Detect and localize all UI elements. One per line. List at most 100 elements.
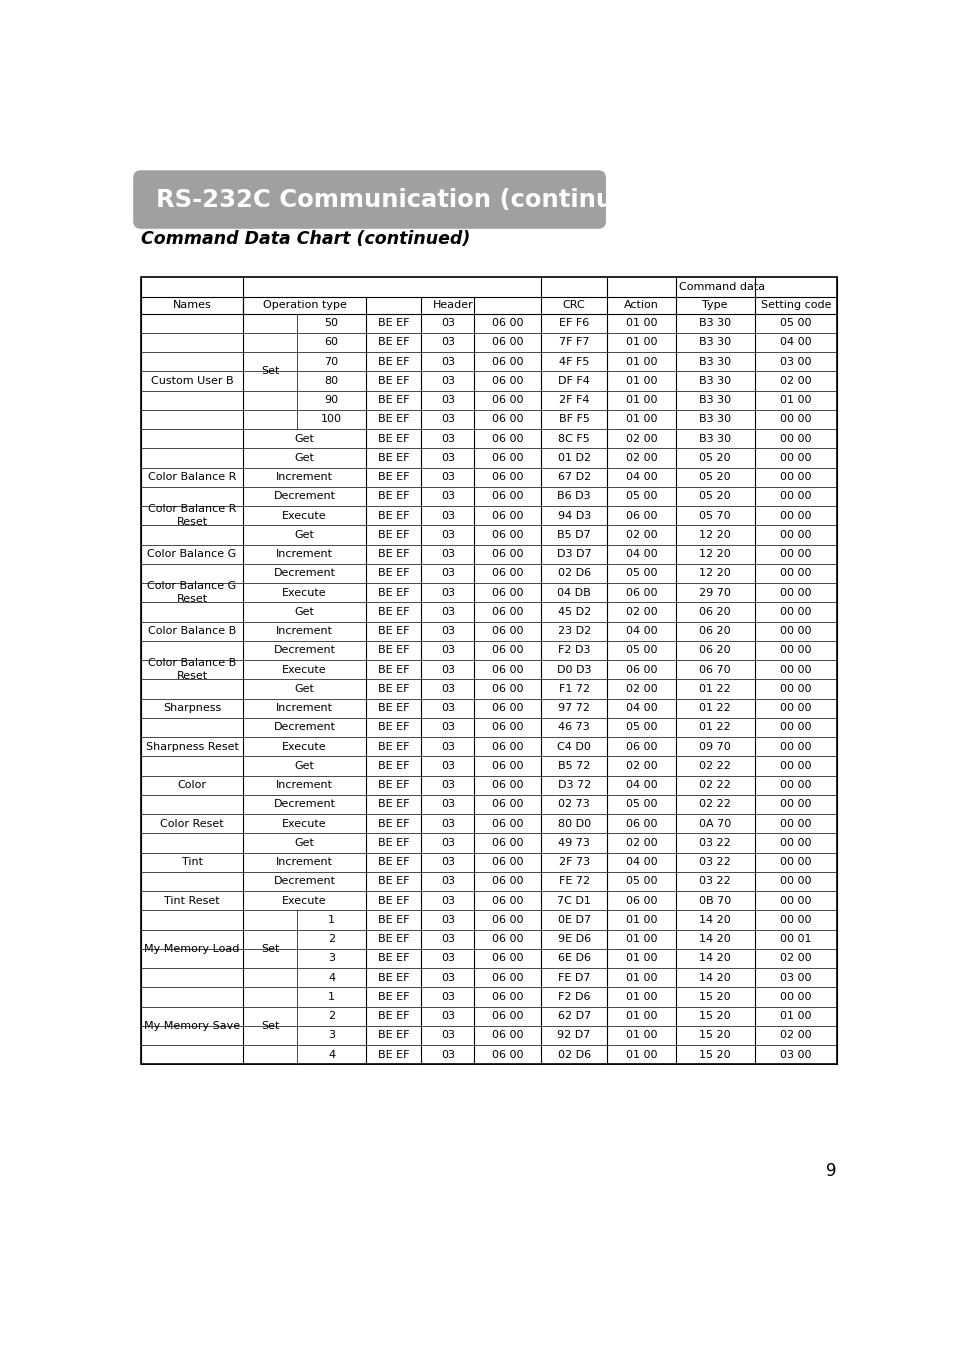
Text: 00 01: 00 01: [780, 934, 811, 944]
Text: 06 00: 06 00: [491, 703, 523, 713]
Text: F2 D6: F2 D6: [558, 992, 590, 1001]
Text: 00 00: 00 00: [780, 665, 811, 675]
Text: 12 20: 12 20: [699, 530, 730, 539]
Bar: [141, 276, 836, 1064]
Text: FE D7: FE D7: [558, 973, 590, 982]
Text: BE EF: BE EF: [377, 973, 409, 982]
Text: B3 30: B3 30: [699, 337, 731, 347]
Text: 06 00: 06 00: [491, 992, 523, 1001]
Text: CRC: CRC: [562, 299, 585, 310]
Text: Increment: Increment: [275, 626, 333, 635]
Text: 05 00: 05 00: [625, 645, 657, 656]
Text: 8C F5: 8C F5: [558, 434, 590, 443]
Text: Names: Names: [172, 299, 212, 310]
Text: 03: 03: [440, 472, 455, 482]
Text: 0A 70: 0A 70: [699, 818, 731, 829]
Text: 03: 03: [440, 665, 455, 675]
Text: Color Reset: Color Reset: [160, 818, 224, 829]
Text: 06 00: 06 00: [491, 973, 523, 982]
Text: 06 00: 06 00: [491, 915, 523, 925]
Text: 02 D6: 02 D6: [557, 1050, 590, 1060]
Text: 00 00: 00 00: [780, 472, 811, 482]
Text: 03 00: 03 00: [780, 1050, 811, 1060]
Text: BE EF: BE EF: [377, 896, 409, 905]
Text: 03: 03: [440, 1011, 455, 1022]
Text: 03: 03: [440, 837, 455, 848]
Text: 01 00: 01 00: [625, 318, 657, 328]
Text: 06 00: 06 00: [491, 684, 523, 694]
Text: 03: 03: [440, 511, 455, 520]
Text: 03: 03: [440, 722, 455, 733]
Text: 3: 3: [328, 1030, 335, 1041]
Text: 06 00: 06 00: [491, 837, 523, 848]
Text: 03 00: 03 00: [780, 973, 811, 982]
Text: B3 30: B3 30: [699, 375, 731, 386]
Text: 02 00: 02 00: [625, 762, 657, 771]
Text: 00 00: 00 00: [780, 703, 811, 713]
Text: Execute: Execute: [282, 588, 327, 598]
Text: BE EF: BE EF: [377, 568, 409, 579]
Text: 01 00: 01 00: [625, 915, 657, 925]
Text: 03: 03: [440, 356, 455, 367]
Text: 62 D7: 62 D7: [557, 1011, 590, 1022]
Text: BE EF: BE EF: [377, 915, 409, 925]
Text: 06 00: 06 00: [491, 318, 523, 328]
Text: BE EF: BE EF: [377, 1050, 409, 1060]
Text: BE EF: BE EF: [377, 626, 409, 635]
Text: 4: 4: [328, 1050, 335, 1060]
Text: 03 22: 03 22: [699, 837, 730, 848]
Text: 00 00: 00 00: [780, 992, 811, 1001]
Text: 03: 03: [440, 607, 455, 617]
Text: 00 00: 00 00: [780, 762, 811, 771]
Text: 06 00: 06 00: [491, 780, 523, 790]
Text: 05 70: 05 70: [699, 511, 730, 520]
Text: Command data: Command data: [679, 282, 764, 291]
Text: 06 00: 06 00: [491, 626, 523, 635]
Text: 03: 03: [440, 626, 455, 635]
Text: 14 20: 14 20: [699, 954, 730, 963]
Text: BE EF: BE EF: [377, 703, 409, 713]
Text: 03: 03: [440, 896, 455, 905]
Text: 06 00: 06 00: [491, 434, 523, 443]
Text: 01 00: 01 00: [625, 934, 657, 944]
Text: 03 22: 03 22: [699, 877, 730, 886]
Text: 06 00: 06 00: [491, 762, 523, 771]
Text: BE EF: BE EF: [377, 434, 409, 443]
Text: 05 20: 05 20: [699, 472, 730, 482]
Text: 2F F4: 2F F4: [558, 396, 589, 405]
Text: Increment: Increment: [275, 472, 333, 482]
Text: BE EF: BE EF: [377, 356, 409, 367]
Text: 14 20: 14 20: [699, 915, 730, 925]
Text: 0B 70: 0B 70: [699, 896, 731, 905]
Text: 06 00: 06 00: [491, 741, 523, 752]
Text: Increment: Increment: [275, 703, 333, 713]
Text: 80 D0: 80 D0: [557, 818, 590, 829]
Text: Decrement: Decrement: [274, 799, 335, 809]
Text: 06 00: 06 00: [491, 665, 523, 675]
Text: 02 22: 02 22: [699, 762, 730, 771]
Text: BE EF: BE EF: [377, 318, 409, 328]
Text: Color Balance R
Reset: Color Balance R Reset: [148, 504, 236, 527]
Text: 03: 03: [440, 1030, 455, 1041]
Text: Type: Type: [701, 299, 727, 310]
Text: 06 00: 06 00: [491, 607, 523, 617]
Text: BE EF: BE EF: [377, 799, 409, 809]
Text: 00 00: 00 00: [780, 722, 811, 733]
Text: 15 20: 15 20: [699, 1050, 730, 1060]
Text: Get: Get: [294, 762, 314, 771]
Text: 03: 03: [440, 762, 455, 771]
Text: 06 00: 06 00: [491, 858, 523, 867]
Text: 01 22: 01 22: [699, 722, 730, 733]
Text: 15 20: 15 20: [699, 992, 730, 1001]
Text: 02 00: 02 00: [625, 837, 657, 848]
Text: 01 00: 01 00: [780, 1011, 811, 1022]
Text: 94 D3: 94 D3: [557, 511, 590, 520]
Text: 00 00: 00 00: [780, 511, 811, 520]
Text: F2 D3: F2 D3: [558, 645, 590, 656]
Text: Header: Header: [433, 299, 473, 310]
Text: 01 00: 01 00: [625, 375, 657, 386]
Text: 49 73: 49 73: [558, 837, 590, 848]
Text: 06 20: 06 20: [699, 645, 730, 656]
Text: 00 00: 00 00: [780, 434, 811, 443]
Text: 97 72: 97 72: [558, 703, 590, 713]
